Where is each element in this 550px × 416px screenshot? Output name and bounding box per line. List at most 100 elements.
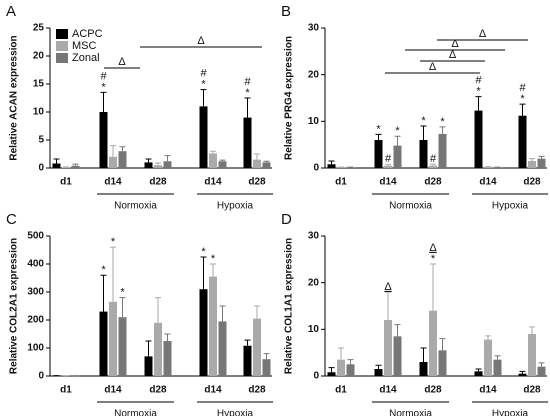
error-bar (254, 153, 260, 160)
error-bar (529, 326, 535, 334)
bar (484, 339, 492, 376)
bar (528, 161, 536, 168)
x-tick-label: d1 (60, 385, 72, 396)
y-tick-label: 30 (308, 231, 320, 242)
error-bar (439, 338, 446, 351)
error-bar (475, 96, 482, 111)
x-tick-label: d28 (248, 177, 266, 188)
y-tick-label: 30 (308, 23, 320, 34)
y-tick-label: 100 (27, 343, 44, 354)
bar (438, 350, 447, 376)
error-bar (244, 97, 251, 118)
error-bar (63, 166, 69, 168)
error-bar (519, 103, 526, 116)
error-bar (164, 155, 171, 162)
bracket-label: Δ (479, 28, 487, 40)
group-label: Normoxia (114, 201, 157, 212)
bar (474, 371, 483, 376)
x-tick-label: d14 (479, 385, 497, 396)
significance-marker: * (376, 123, 381, 135)
bracket-label: Δ (429, 61, 437, 73)
bar (262, 359, 271, 376)
bar (118, 151, 127, 168)
error-bar (394, 324, 401, 337)
error-bar (263, 353, 270, 360)
bar (346, 364, 355, 376)
bar (209, 276, 217, 376)
y-tick-label: 15 (33, 79, 45, 90)
significance-marker: Δ (429, 242, 437, 254)
bar (384, 165, 392, 168)
group-label: Hypoxia (492, 409, 529, 416)
x-tick-label: d14 (479, 177, 497, 188)
significance-marker: * (120, 287, 125, 299)
error-bar (263, 160, 270, 163)
error-bar (200, 256, 207, 290)
bar (262, 162, 271, 168)
error-bar (385, 291, 391, 320)
group-label: Hypoxia (217, 409, 254, 416)
group-label: Normoxia (389, 409, 432, 416)
group-label: Hypoxia (217, 201, 254, 212)
error-bar (420, 347, 427, 362)
error-bar (200, 89, 207, 107)
bar (327, 372, 336, 376)
error-bar (219, 305, 226, 322)
error-bar (519, 370, 526, 374)
error-bar (439, 126, 446, 134)
error-bar (164, 333, 171, 341)
bar (109, 156, 117, 168)
chart-panel: A Relative ACAN expression 0 5 10 15 20 25 d1 d14… (6, 3, 273, 212)
y-tick-label: 10 (308, 116, 320, 127)
bar (537, 366, 546, 376)
legend-label: ACPC (72, 28, 103, 40)
x-tick-label: d28 (248, 385, 266, 396)
error-bar (100, 274, 107, 312)
error-bar (119, 297, 126, 318)
bar (243, 345, 252, 376)
y-tick-label: 500 (27, 231, 44, 242)
significance-marker: # (244, 76, 251, 88)
error-bar (375, 133, 382, 140)
error-bar (145, 340, 152, 357)
bracket-label: Δ (451, 38, 459, 50)
significance-marker: Δ (384, 281, 392, 293)
bar (199, 106, 208, 168)
significance-marker: # (385, 153, 392, 165)
x-tick-label: d28 (523, 385, 541, 396)
x-tick-label: d1 (60, 177, 72, 188)
significance-marker: * (421, 115, 426, 127)
error-bar (110, 246, 116, 302)
error-bar (394, 135, 401, 146)
bar (154, 322, 162, 376)
bar (518, 115, 527, 168)
error-bar (53, 158, 60, 164)
y-tick-label: 0 (38, 371, 44, 382)
bar (243, 117, 252, 168)
panel-letter: B (281, 3, 291, 20)
error-bar (347, 359, 354, 365)
error-bar (420, 125, 427, 140)
bar (537, 158, 546, 168)
bar (327, 164, 336, 168)
y-tick-label: 200 (27, 315, 44, 326)
group-label: Normoxia (114, 409, 157, 416)
x-tick-label: d1 (335, 177, 347, 188)
y-tick-label: 20 (308, 69, 320, 80)
y-axis-label: Relative COL1A1 expression (284, 238, 295, 374)
y-tick-label: 10 (33, 107, 45, 118)
bar (253, 318, 261, 376)
error-bar (244, 339, 251, 346)
significance-marker: # (200, 68, 207, 80)
group-label: Normoxia (389, 201, 432, 212)
bar (118, 317, 127, 376)
significance-marker: * (520, 93, 525, 105)
bar (154, 165, 162, 168)
error-bar (119, 146, 126, 152)
significance-marker: * (201, 246, 206, 258)
significance-marker: * (101, 81, 106, 93)
bar (518, 373, 527, 376)
panel-letter: D (281, 211, 292, 228)
y-tick-label: 0 (38, 163, 44, 174)
